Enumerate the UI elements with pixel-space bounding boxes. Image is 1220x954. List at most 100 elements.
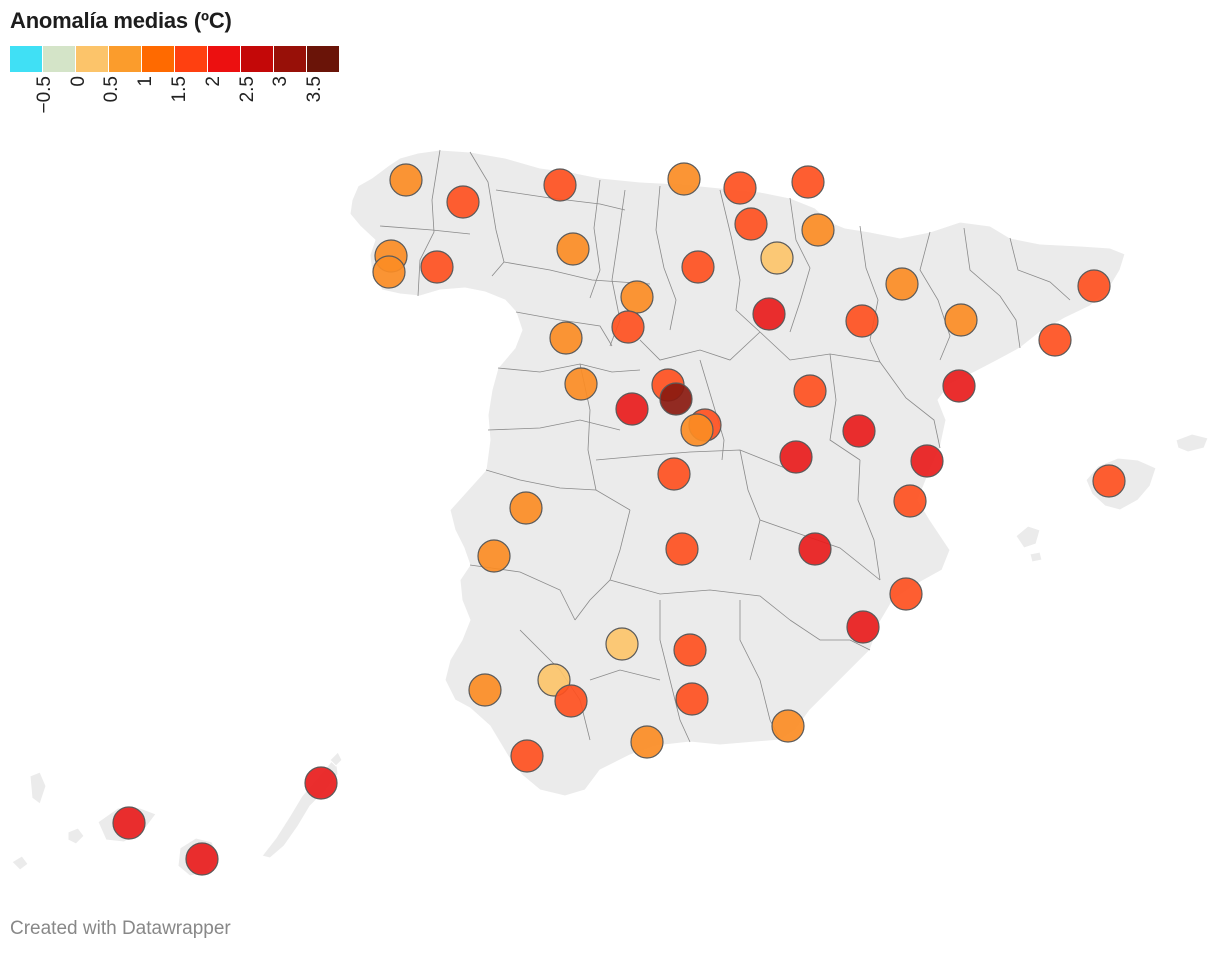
station-symbol[interactable] [771, 709, 805, 743]
province-border [719, 189, 761, 333]
province-border [859, 225, 881, 363]
station-symbol[interactable] [1092, 464, 1126, 498]
station-symbols [112, 162, 1126, 876]
province-border [789, 619, 871, 651]
station-symbol[interactable] [893, 484, 927, 518]
province-border [503, 261, 651, 285]
province-border [417, 149, 441, 297]
legend-bin [10, 46, 43, 72]
province-border [515, 311, 613, 347]
legend-color-bins [10, 46, 350, 72]
station-symbol[interactable] [611, 310, 645, 344]
station-symbol[interactable] [630, 725, 664, 759]
station-symbol[interactable] [510, 739, 544, 773]
station-symbol[interactable] [509, 491, 543, 525]
station-symbol[interactable] [468, 673, 502, 707]
station-symbol[interactable] [681, 250, 715, 284]
station-symbol[interactable] [801, 213, 835, 247]
station-symbol[interactable] [372, 255, 406, 289]
province-border [659, 600, 691, 743]
ibiza-shape [1015, 525, 1041, 549]
province-border [655, 185, 677, 331]
station-symbol[interactable] [791, 165, 825, 199]
province-border [789, 197, 811, 333]
station-symbol[interactable] [620, 280, 654, 314]
station-symbol[interactable] [889, 577, 923, 611]
station-symbol[interactable] [564, 367, 598, 401]
province-border [589, 669, 661, 681]
station-symbol[interactable] [667, 162, 701, 196]
station-symbol[interactable] [944, 303, 978, 337]
station-symbol[interactable] [779, 440, 813, 474]
station-symbol[interactable] [885, 267, 919, 301]
province-border [919, 231, 951, 361]
province-border [609, 579, 791, 621]
station-symbol[interactable] [673, 633, 707, 667]
station-symbol[interactable] [798, 532, 832, 566]
province-border [487, 419, 621, 431]
province-borders [379, 149, 1071, 743]
station-symbol[interactable] [723, 171, 757, 205]
el-hierro-shape [11, 855, 29, 871]
station-symbol[interactable] [842, 414, 876, 448]
station-symbol[interactable] [752, 297, 786, 331]
province-border [879, 361, 941, 449]
land-shapes [11, 149, 1209, 877]
legend-bin [307, 46, 340, 72]
station-symbol[interactable] [665, 532, 699, 566]
station-symbol[interactable] [1077, 269, 1111, 303]
province-border [1009, 237, 1071, 301]
station-symbol[interactable] [846, 610, 880, 644]
legend-bin [109, 46, 142, 72]
province-border [495, 189, 626, 211]
station-symbol[interactable] [389, 163, 423, 197]
province-border [469, 151, 505, 277]
province-border [963, 227, 1021, 349]
station-symbol[interactable] [543, 168, 577, 202]
legend-bin [142, 46, 175, 72]
province-border [759, 331, 881, 363]
station-symbol[interactable] [845, 304, 879, 338]
province-border [639, 331, 761, 361]
station-symbol[interactable] [549, 321, 583, 355]
province-border [595, 449, 791, 471]
province-border [589, 179, 601, 299]
station-symbol[interactable] [420, 250, 454, 284]
station-symbol[interactable] [760, 241, 794, 275]
station-symbol[interactable] [304, 766, 338, 800]
menorca-shape [1175, 433, 1209, 453]
mainland-shape [349, 149, 1126, 797]
station-symbol[interactable] [556, 232, 590, 266]
datawrapper-credit[interactable]: Created with Datawrapper [10, 918, 231, 939]
la-palma-shape [29, 771, 47, 805]
legend-bin [76, 46, 109, 72]
station-symbol[interactable] [446, 185, 480, 219]
station-symbol[interactable] [477, 539, 511, 573]
station-symbol[interactable] [657, 457, 691, 491]
lanzarote-shape [329, 751, 343, 767]
province-border [857, 459, 881, 581]
legend-bin [241, 46, 274, 72]
station-symbol[interactable] [112, 806, 146, 840]
province-border [379, 225, 471, 235]
station-symbol[interactable] [659, 382, 693, 416]
station-symbol[interactable] [615, 392, 649, 426]
province-border [485, 469, 631, 511]
station-symbol[interactable] [910, 444, 944, 478]
station-symbol[interactable] [942, 369, 976, 403]
legend-bin [175, 46, 208, 72]
station-symbol[interactable] [793, 374, 827, 408]
province-border [829, 353, 861, 461]
station-symbol[interactable] [605, 627, 639, 661]
station-symbol[interactable] [1038, 323, 1072, 357]
legend-bin [208, 46, 241, 72]
map-title: Anomalía medias (ºC) [10, 8, 232, 33]
la-gomera-shape [67, 827, 85, 845]
station-symbol[interactable] [554, 684, 588, 718]
station-symbol[interactable] [734, 207, 768, 241]
station-symbol[interactable] [675, 682, 709, 716]
station-symbol[interactable] [680, 413, 714, 447]
color-legend: −0.5 0 0.5 1 1.5 2 2.5 3 3.5 [10, 46, 350, 130]
station-symbol[interactable] [185, 842, 219, 876]
